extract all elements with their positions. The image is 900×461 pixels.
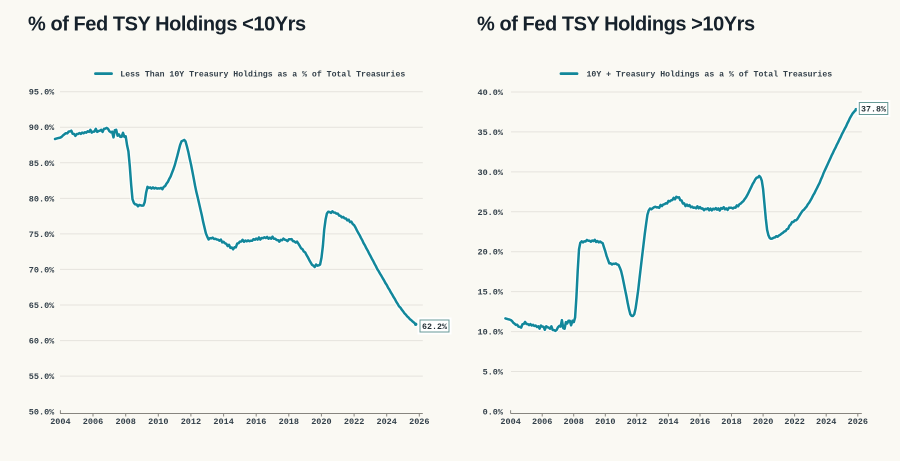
svg-text:2004: 2004 — [50, 417, 70, 427]
svg-text:% of Fed TSY Holdings >10Yrs: % of Fed TSY Holdings >10Yrs — [477, 14, 755, 36]
svg-text:% of Fed TSY Holdings <10Yrs: % of Fed TSY Holdings <10Yrs — [28, 14, 306, 36]
svg-text:2026: 2026 — [409, 417, 429, 427]
svg-text:2018: 2018 — [279, 417, 299, 427]
svg-text:2020: 2020 — [753, 417, 773, 427]
svg-text:2022: 2022 — [784, 417, 804, 427]
svg-text:55.0%: 55.0% — [29, 372, 55, 382]
svg-text:35.0%: 35.0% — [477, 128, 503, 138]
svg-text:37.8%: 37.8% — [861, 106, 886, 115]
svg-text:95.0%: 95.0% — [29, 88, 55, 98]
svg-text:70.0%: 70.0% — [29, 265, 55, 275]
svg-text:2024: 2024 — [816, 417, 836, 427]
svg-text:90.0%: 90.0% — [29, 123, 55, 133]
svg-text:2022: 2022 — [344, 417, 364, 427]
svg-text:5.0%: 5.0% — [483, 368, 504, 378]
svg-text:2010: 2010 — [595, 417, 615, 427]
svg-text:2018: 2018 — [721, 417, 741, 427]
svg-text:2020: 2020 — [311, 417, 331, 427]
svg-text:75.0%: 75.0% — [29, 230, 55, 240]
svg-text:2012: 2012 — [627, 417, 647, 427]
svg-text:2004: 2004 — [500, 417, 520, 427]
svg-text:2024: 2024 — [376, 417, 396, 427]
svg-text:65.0%: 65.0% — [29, 301, 55, 311]
svg-text:Less Than 10Y Treasury Holding: Less Than 10Y Treasury Holdings as a % o… — [120, 69, 405, 79]
svg-text:2006: 2006 — [83, 417, 103, 427]
svg-text:2014: 2014 — [213, 417, 233, 427]
svg-text:15.0%: 15.0% — [477, 288, 503, 298]
svg-text:2026: 2026 — [848, 417, 868, 427]
svg-text:10.0%: 10.0% — [477, 328, 503, 338]
svg-text:2010: 2010 — [148, 417, 168, 427]
svg-text:85.0%: 85.0% — [29, 159, 55, 169]
svg-text:40.0%: 40.0% — [477, 88, 503, 98]
svg-text:2012: 2012 — [181, 417, 201, 427]
svg-text:60.0%: 60.0% — [29, 337, 55, 347]
svg-text:0.0%: 0.0% — [483, 407, 504, 417]
svg-text:30.0%: 30.0% — [477, 168, 503, 178]
svg-text:2008: 2008 — [563, 417, 583, 427]
svg-text:80.0%: 80.0% — [29, 194, 55, 204]
svg-text:62.2%: 62.2% — [422, 323, 447, 332]
svg-text:25.0%: 25.0% — [477, 208, 503, 218]
svg-text:20.0%: 20.0% — [477, 248, 503, 258]
svg-text:2006: 2006 — [532, 417, 552, 427]
svg-text:50.0%: 50.0% — [29, 408, 55, 418]
svg-text:2016: 2016 — [690, 417, 710, 427]
svg-text:2008: 2008 — [115, 417, 135, 427]
svg-text:2014: 2014 — [658, 417, 678, 427]
svg-text:10Y + Treasury Holdings as a %: 10Y + Treasury Holdings as a % of Total … — [587, 69, 833, 79]
svg-text:2016: 2016 — [246, 417, 266, 427]
